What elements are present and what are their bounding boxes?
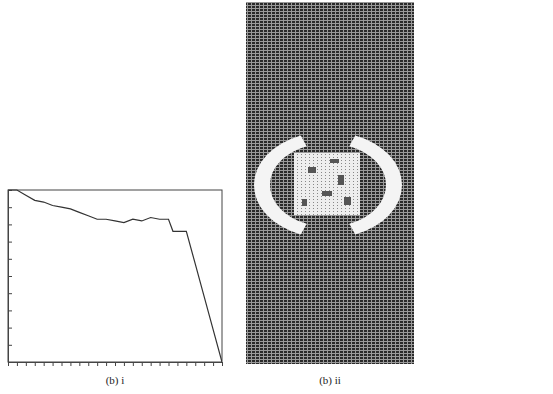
tick xyxy=(195,362,196,366)
image-detail xyxy=(322,191,332,196)
tick xyxy=(17,362,18,366)
tick xyxy=(8,328,12,329)
tick xyxy=(26,362,27,366)
plot-frame xyxy=(8,190,222,362)
tick xyxy=(133,362,134,366)
tick xyxy=(53,362,54,366)
tick xyxy=(70,362,71,366)
tick xyxy=(79,362,80,366)
tick-mark xyxy=(177,362,178,366)
tick xyxy=(88,362,89,366)
image-detail xyxy=(308,167,316,173)
tick xyxy=(115,362,116,366)
tick xyxy=(213,362,214,366)
tick-mark xyxy=(53,362,54,366)
image-panel xyxy=(246,2,414,364)
tick xyxy=(106,362,107,366)
tick xyxy=(160,362,161,366)
tick-mark xyxy=(17,362,18,366)
figure: (b) i (b) ii xyxy=(0,0,553,394)
tick xyxy=(44,362,45,366)
tick-mark xyxy=(186,362,187,366)
tick-mark xyxy=(106,362,107,366)
tick-mark xyxy=(97,362,98,366)
tick-mark xyxy=(79,362,80,366)
tick-mark xyxy=(151,362,152,366)
x-axis xyxy=(9,362,223,366)
tick-mark xyxy=(142,362,143,366)
image-detail xyxy=(330,159,339,163)
tick-mark xyxy=(44,362,45,366)
tick-mark xyxy=(204,362,205,366)
tick-mark xyxy=(88,362,89,366)
tick-mark xyxy=(8,328,12,329)
tick xyxy=(151,362,152,366)
data-line xyxy=(8,190,222,362)
tick-mark xyxy=(8,293,12,294)
tick-mark xyxy=(195,362,196,366)
tick-mark xyxy=(35,362,36,366)
tick-mark xyxy=(124,362,125,366)
image-detail xyxy=(302,199,307,206)
tick xyxy=(97,362,98,366)
tick-mark xyxy=(8,310,12,311)
ring xyxy=(254,135,402,234)
tick-mark xyxy=(8,207,12,208)
tick xyxy=(186,362,187,366)
tick-mark xyxy=(62,362,63,366)
tick-mark xyxy=(115,362,116,366)
tick xyxy=(8,207,12,208)
tick-mark xyxy=(26,362,27,366)
tick-mark xyxy=(160,362,161,366)
tick-mark xyxy=(8,242,12,243)
tick xyxy=(8,293,12,294)
caption: (b) ii xyxy=(319,374,341,387)
tick xyxy=(8,276,12,277)
tick-mark xyxy=(222,362,223,366)
tick xyxy=(204,362,205,366)
image-detail xyxy=(338,175,344,185)
tick xyxy=(62,362,63,366)
tick xyxy=(222,362,223,366)
tick-mark xyxy=(213,362,214,366)
tick-mark xyxy=(8,345,12,346)
tick xyxy=(124,362,125,366)
tick xyxy=(8,362,12,363)
axis-line xyxy=(9,363,223,367)
tick-mark xyxy=(133,362,134,366)
tick-mark xyxy=(8,362,12,363)
tick-mark xyxy=(8,224,12,225)
image-detail xyxy=(344,197,351,205)
tick xyxy=(169,362,170,366)
inner-square xyxy=(294,153,360,215)
plot-area xyxy=(8,190,222,362)
axis-line xyxy=(9,191,13,363)
tick-mark xyxy=(8,259,12,260)
tick xyxy=(8,345,12,346)
tick xyxy=(8,224,12,225)
tick xyxy=(142,362,143,366)
tick xyxy=(8,242,12,243)
tick xyxy=(8,259,12,260)
tick xyxy=(35,362,36,366)
tick-mark xyxy=(169,362,170,366)
y-axis xyxy=(8,191,12,363)
tick xyxy=(177,362,178,366)
tick-mark xyxy=(8,276,12,277)
tick xyxy=(8,310,12,311)
tick-mark xyxy=(70,362,71,366)
image-background xyxy=(246,2,414,364)
caption: (b) i xyxy=(106,374,125,387)
